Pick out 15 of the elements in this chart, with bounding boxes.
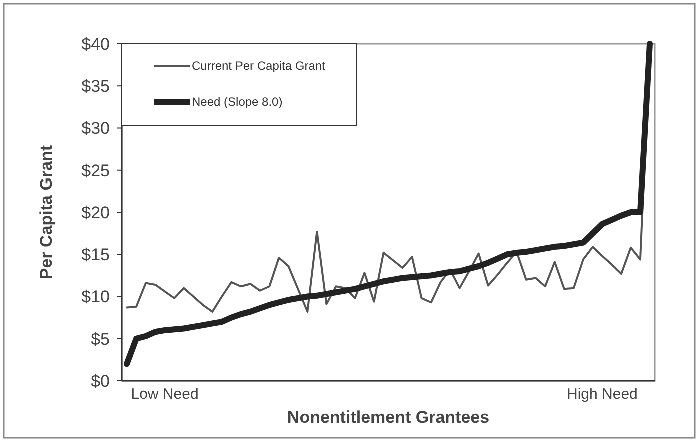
legend-label: Current Per Capita Grant xyxy=(192,59,326,74)
x-tick-label: High Need xyxy=(567,386,638,403)
x-axis-title: Nonentitlement Grantees xyxy=(287,408,490,427)
y-tick-label: $5 xyxy=(91,330,110,349)
y-tick-label: $10 xyxy=(82,288,110,307)
y-tick-label: $0 xyxy=(91,372,110,391)
y-tick-label: $15 xyxy=(82,246,110,265)
x-tick-label: Low Need xyxy=(131,386,199,403)
y-tick-label: $40 xyxy=(82,34,110,54)
y-axis-title: Per Capita Grant xyxy=(37,145,56,280)
y-tick-label: $30 xyxy=(82,119,110,138)
y-tick-label: $20 xyxy=(82,203,110,222)
y-tick-label: $35 xyxy=(82,77,110,96)
y-tick-label: $25 xyxy=(82,161,110,180)
legend-label: Need (Slope 8.0) xyxy=(192,95,283,110)
